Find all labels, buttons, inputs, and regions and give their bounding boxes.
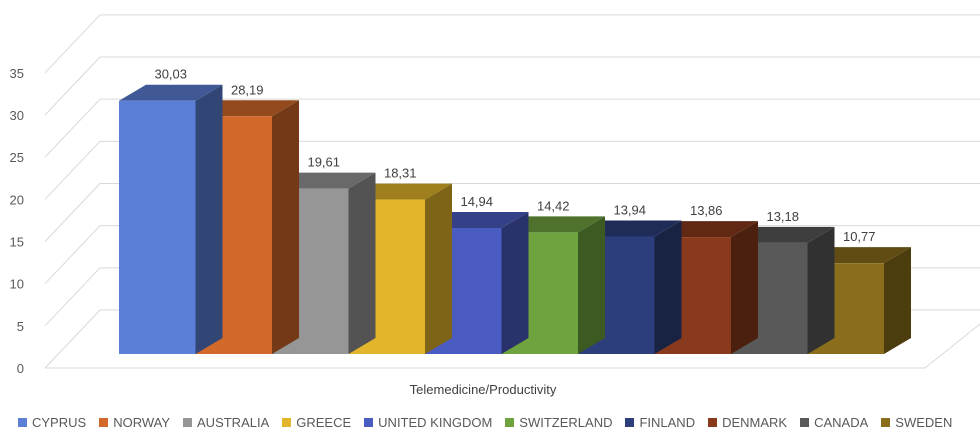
legend-label: FINLAND (639, 414, 696, 430)
legend-swatch (708, 417, 718, 427)
legend-label: NORWAY (113, 414, 171, 430)
legend-swatch (800, 417, 810, 427)
legend-swatch (282, 417, 292, 427)
bar-side (425, 183, 452, 354)
gridline-diagonal (44, 98, 101, 158)
data-label: 19,61 (307, 155, 340, 170)
legend-label: GREECE (296, 414, 352, 430)
legend-label: UNITED KINGDOM (378, 414, 493, 430)
legend-swatch (18, 417, 27, 427)
gridline-diagonal (44, 140, 101, 200)
data-label: 10,77 (843, 229, 876, 244)
legend-label: AUSTRALIA (197, 414, 270, 430)
data-labels: 30,03 28,19 19,61 18,31 14,94 14,42 13,94 13,86… (154, 67, 875, 244)
bars (119, 84, 911, 354)
gridline-diagonal (44, 309, 101, 369)
bar-side (272, 100, 299, 354)
data-label: 13,18 (766, 209, 799, 224)
data-label: 13,86 (690, 203, 723, 218)
gridline-diagonal (44, 267, 101, 327)
x-axis-title: Telemedicine/Productivity (410, 382, 557, 397)
bar-side (578, 216, 605, 354)
bar-side (884, 247, 911, 354)
legend-label: DENMARK (722, 414, 788, 430)
data-label: 30,03 (154, 67, 187, 82)
data-label: 14,94 (460, 194, 493, 209)
legend-item: SWEDEN (881, 415, 952, 430)
legend-item: NORWAY (99, 415, 170, 430)
bar-top (119, 84, 223, 101)
bar-cyprus (119, 84, 223, 354)
legend-item: CANADA (800, 415, 868, 430)
legend-label: SWITZERLAND (519, 414, 613, 430)
legend-label: CYPRUS (32, 414, 87, 430)
floor-edge-right (924, 323, 980, 369)
legend-item: AUSTRALIA (183, 415, 269, 430)
legend-item: FINLAND (625, 415, 695, 430)
legend-swatch (364, 417, 374, 427)
bar-side (348, 172, 376, 354)
y-tick-label: 0 (17, 361, 24, 376)
legend-item: DENMARK (708, 415, 787, 430)
gridline-diagonal (44, 225, 101, 285)
bar-side (807, 226, 835, 354)
y-tick-label: 20 (10, 192, 24, 207)
legend-swatch (99, 417, 109, 427)
legend-label: SWEDEN (895, 414, 953, 430)
legend-item: UNITED KINGDOM (364, 415, 492, 430)
y-tick-label: 5 (17, 319, 24, 334)
y-tick-label: 30 (10, 108, 24, 123)
y-tick-label: 25 (10, 150, 24, 165)
data-label: 28,19 (231, 82, 264, 97)
y-tick-label: 15 (10, 235, 24, 250)
legend-item: SWITZERLAND (505, 415, 612, 430)
gridline-diagonal (44, 183, 101, 242)
y-axis: 0 5 10 15 20 25 30 35 (10, 66, 24, 376)
bar-side (731, 221, 758, 354)
legend-label: CANADA (814, 414, 869, 430)
legend: CYPRUS NORWAY AUSTRALIA GREECE UNITED KINGDO… (18, 412, 980, 432)
bar-side (654, 220, 682, 354)
data-label: 18,31 (384, 166, 417, 181)
bar-side (501, 212, 529, 354)
legend-swatch (625, 417, 635, 427)
y-tick-label: 10 (10, 277, 24, 292)
gridline-diagonal (44, 14, 101, 74)
legend-item: CYPRUS (18, 415, 86, 430)
data-label: 13,94 (613, 202, 646, 217)
legend-swatch (881, 417, 891, 427)
gridline-diagonal (44, 56, 101, 116)
data-label: 14,42 (537, 198, 570, 213)
legend-swatch (183, 417, 193, 427)
bar-side (195, 84, 223, 354)
y-tick-label: 35 (10, 66, 24, 81)
legend-swatch (505, 417, 515, 427)
bar-front (119, 100, 196, 354)
legend-item: GREECE (282, 415, 351, 430)
